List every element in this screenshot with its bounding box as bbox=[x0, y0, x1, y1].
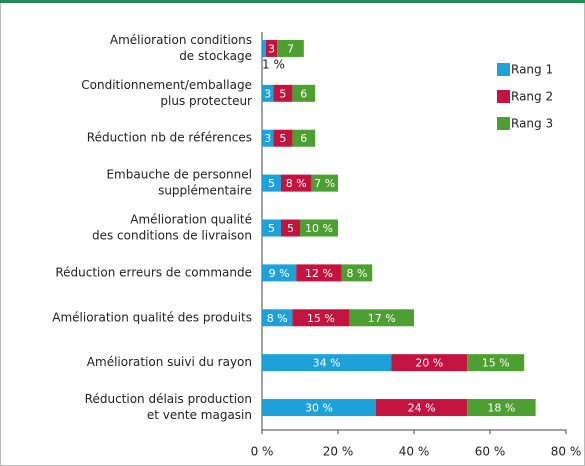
category-label: Amélioration suivi du rayon bbox=[87, 355, 252, 369]
value-label: 3 bbox=[268, 42, 275, 55]
legend-label: Rang 3 bbox=[511, 117, 553, 131]
bar-segment bbox=[262, 174, 281, 192]
bar-segment bbox=[262, 129, 274, 147]
bar-segment bbox=[281, 219, 300, 237]
bar-segment bbox=[292, 309, 350, 327]
bar-segment bbox=[467, 399, 536, 417]
bar-segment bbox=[262, 219, 281, 237]
category-label: Réduction nb de références bbox=[87, 131, 252, 145]
bar-segment bbox=[277, 39, 304, 57]
bar-segment bbox=[349, 309, 414, 327]
category-label: Amélioration qualité des produits bbox=[52, 310, 252, 324]
value-label: 6 bbox=[300, 87, 307, 100]
value-label: 12 % bbox=[305, 267, 333, 280]
bar-segment bbox=[273, 84, 293, 102]
category-label: des conditions de livraison bbox=[92, 229, 252, 243]
category-label: et vente magasin bbox=[147, 408, 252, 422]
value-label: 9 % bbox=[269, 267, 290, 280]
category-label: Amélioration qualité bbox=[130, 213, 252, 227]
value-label: 5 bbox=[268, 222, 275, 235]
value-label: 5 bbox=[268, 177, 275, 190]
category-label: Réduction erreurs de commande bbox=[55, 265, 252, 279]
legend-swatch bbox=[497, 90, 510, 103]
value-label: 15 % bbox=[307, 312, 335, 325]
bar-segment bbox=[262, 39, 266, 57]
value-label: 6 bbox=[300, 132, 307, 145]
value-label: 3 bbox=[264, 87, 271, 100]
bar-segment bbox=[262, 354, 392, 372]
category-label: plus protecteur bbox=[160, 94, 252, 108]
bar-segment bbox=[311, 174, 338, 192]
value-label: 10 % bbox=[305, 222, 333, 235]
value-label: 8 % bbox=[286, 177, 307, 190]
value-label: 20 % bbox=[415, 357, 443, 370]
category-label: supplémentaire bbox=[158, 184, 252, 198]
legend-swatch bbox=[497, 63, 510, 76]
value-label: 8 % bbox=[267, 312, 288, 325]
value-label: 17 % bbox=[368, 312, 396, 325]
value-label: 24 % bbox=[408, 402, 436, 415]
value-label: 30 % bbox=[305, 402, 333, 415]
value-label: 7 bbox=[287, 42, 294, 55]
category-label: Conditionnement/emballage bbox=[81, 78, 252, 92]
bar-segment bbox=[376, 399, 468, 417]
bar-segment bbox=[391, 354, 468, 372]
bar-segment bbox=[262, 309, 293, 327]
x-tick-label: 20 % bbox=[323, 445, 354, 459]
x-tick-label: 0 % bbox=[251, 445, 274, 459]
value-label: 5 bbox=[279, 132, 286, 145]
category-label: Embauche de personnel bbox=[106, 168, 252, 182]
value-label: 18 % bbox=[487, 402, 515, 415]
value-label: 5 bbox=[279, 87, 286, 100]
bar-segment bbox=[341, 264, 373, 282]
value-label: 15 % bbox=[482, 357, 510, 370]
bar-segment bbox=[273, 129, 293, 147]
x-tick-label: 80 % bbox=[551, 445, 582, 459]
category-label: Réduction délais production bbox=[85, 392, 252, 406]
category-label: Amélioration conditions bbox=[110, 33, 252, 47]
x-tick-label: 60 % bbox=[475, 445, 506, 459]
value-label: 7 % bbox=[314, 177, 335, 190]
bar-segment bbox=[467, 354, 525, 372]
legend-label: Rang 1 bbox=[511, 63, 553, 77]
x-tick-label: 40 % bbox=[399, 445, 430, 459]
bar-segment bbox=[262, 84, 274, 102]
value-label: 8 % bbox=[347, 267, 368, 280]
bar-segment bbox=[296, 264, 342, 282]
bar-segment bbox=[262, 399, 376, 417]
bar-segment bbox=[300, 219, 338, 237]
value-label: 34 % bbox=[313, 357, 341, 370]
bar-segment bbox=[265, 39, 278, 57]
bar-segment bbox=[292, 129, 316, 147]
legend-swatch bbox=[497, 117, 510, 130]
bar-segment bbox=[281, 174, 312, 192]
value-label: 3 bbox=[264, 132, 271, 145]
legend-label: Rang 2 bbox=[511, 90, 553, 104]
category-label: de stockage bbox=[179, 49, 252, 63]
top-border bbox=[0, 0, 585, 3]
value-label: 1 % bbox=[262, 57, 285, 71]
bar-segment bbox=[292, 84, 316, 102]
bar-segment bbox=[262, 264, 297, 282]
value-label: 5 bbox=[287, 222, 294, 235]
